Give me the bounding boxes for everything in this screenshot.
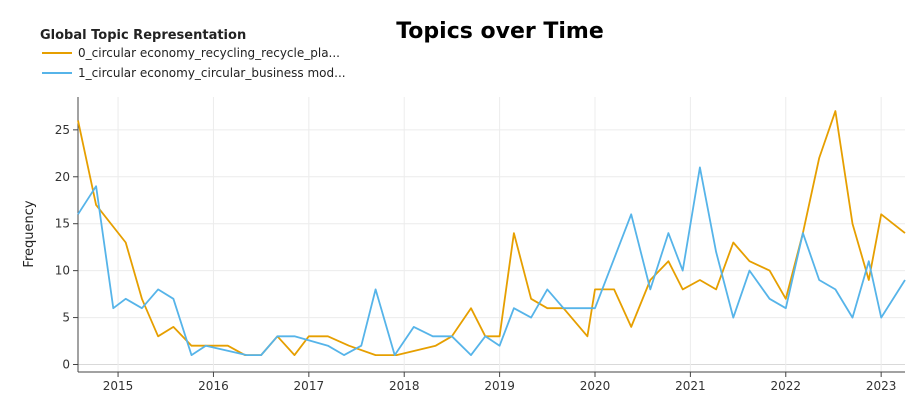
x-tick-label: 2016 — [198, 379, 229, 393]
chart-title: Topics over Time — [396, 19, 604, 44]
x-tick-label: 2023 — [866, 379, 897, 393]
y-tick-label: 10 — [55, 264, 70, 278]
legend-item-topic-1[interactable]: 1_circular economy_circular_business mod… — [42, 66, 346, 80]
x-tick-label: 2019 — [484, 379, 515, 393]
x-tick-label: 2022 — [770, 379, 801, 393]
legend-title: Global Topic Representation — [40, 28, 246, 43]
y-tick-label: 20 — [55, 170, 70, 184]
y-tick-label: 25 — [55, 123, 70, 137]
legend: Global Topic Representation 0_circular e… — [40, 28, 346, 80]
x-tick-label: 2015 — [103, 379, 134, 393]
y-axis-label: Frequency — [22, 200, 37, 267]
x-tick-label: 2020 — [580, 379, 611, 393]
plot-series — [77, 110, 906, 356]
x-tick-label: 2021 — [675, 379, 706, 393]
y-tick-label: 5 — [62, 311, 70, 325]
legend-item-topic-0[interactable]: 0_circular economy_recycling_recycle_pla… — [42, 46, 340, 60]
series-line-topic-0[interactable] — [77, 110, 906, 356]
legend-label-topic-1: 1_circular economy_circular_business mod… — [78, 66, 346, 80]
series-line-topic-1[interactable] — [77, 166, 906, 356]
axes: 0 5 10 15 20 25 2015 2016 2017 2018 2019 2020 2021 20… — [55, 97, 905, 393]
legend-label-topic-0: 0_circular economy_recycling_recycle_pla… — [78, 46, 340, 60]
y-tick-label: 0 — [62, 357, 70, 371]
x-tick-label: 2017 — [294, 379, 325, 393]
x-tick-label: 2018 — [389, 379, 420, 393]
y-tick-label: 15 — [55, 217, 70, 231]
grid-lines — [78, 97, 905, 372]
